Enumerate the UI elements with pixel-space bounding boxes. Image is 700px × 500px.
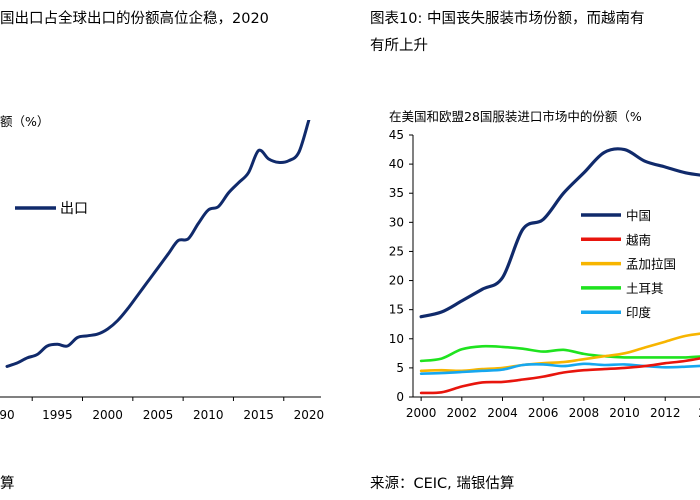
left-x-tick-label: 1995 <box>42 408 73 422</box>
left-series-line-export <box>5 120 311 368</box>
right-x-tick-label: 2010 <box>609 406 640 420</box>
left-y-axis-title: 额（%） <box>0 114 50 129</box>
right-y-tick-label: 20 <box>389 274 404 288</box>
left-source-note: 算 <box>0 476 15 492</box>
right-chart: 在美国和欧盟28国服装进口市场中的份额（% 0 5 10 15 20 25 30 35 40 45 2… <box>389 109 700 420</box>
right-legend-label-vietnam: 越南 <box>626 232 651 247</box>
right-series-line-india <box>419 362 700 375</box>
right-y-tick-label: 45 <box>389 128 404 142</box>
right-x-tick-label: 2000 <box>406 406 437 420</box>
right-x-tick-label: 20 <box>698 406 700 420</box>
right-series-line-china <box>419 147 700 319</box>
right-legend-label-china: 中国 <box>626 208 651 223</box>
right-y-tick-label: 0 <box>396 390 404 404</box>
right-x-tick-label: 2012 <box>650 406 681 420</box>
right-legend-label-bangladesh: 孟加拉国 <box>626 257 676 272</box>
left-x-tick-label: 90 <box>0 408 15 422</box>
right-y-tick-label: 25 <box>389 244 404 258</box>
right-source-note: 来源：CEIC, 瑞银估算 <box>370 476 515 492</box>
left-chart-title: 国出口占全球出口的份额高位企稳，2020 <box>0 11 269 27</box>
left-x-tick-label: 2020 <box>294 408 325 422</box>
right-x-tick-label: 2008 <box>569 406 600 420</box>
right-chart-subtitle: 在美国和欧盟28国服装进口市场中的份额（% <box>389 109 642 124</box>
right-x-tick-label: 2002 <box>447 406 478 420</box>
right-y-tick-label: 10 <box>389 332 404 346</box>
right-y-tick-label: 30 <box>389 215 404 229</box>
right-y-tick-label: 5 <box>396 361 404 375</box>
left-legend-label-export: 出口 <box>60 201 88 217</box>
left-x-tick-label: 2000 <box>92 408 123 422</box>
right-chart-title-line1: 图表10: 中国丧失服装市场份额，而越南有 <box>370 11 645 27</box>
right-chart-title-line2: 有所上升 <box>370 38 428 54</box>
right-y-tick-label: 15 <box>389 303 404 317</box>
right-x-tick-label: 2006 <box>528 406 559 420</box>
right-y-tick-label: 40 <box>389 157 404 171</box>
right-x-tick-label: 2004 <box>487 406 518 420</box>
left-x-tick-label: 2010 <box>193 408 224 422</box>
right-series-line-turkey <box>419 344 700 363</box>
right-y-tick-label: 35 <box>389 186 404 200</box>
left-x-tick-label: 2015 <box>243 408 274 422</box>
left-x-tick-label: 2005 <box>143 408 174 422</box>
left-chart: 90 1995 2000 2005 2010 2015 2020 出口 <box>0 120 324 422</box>
right-series-line-vietnam <box>419 357 700 395</box>
right-legend-label-turkey: 土耳其 <box>626 281 664 296</box>
right-legend-label-india: 印度 <box>626 305 652 320</box>
